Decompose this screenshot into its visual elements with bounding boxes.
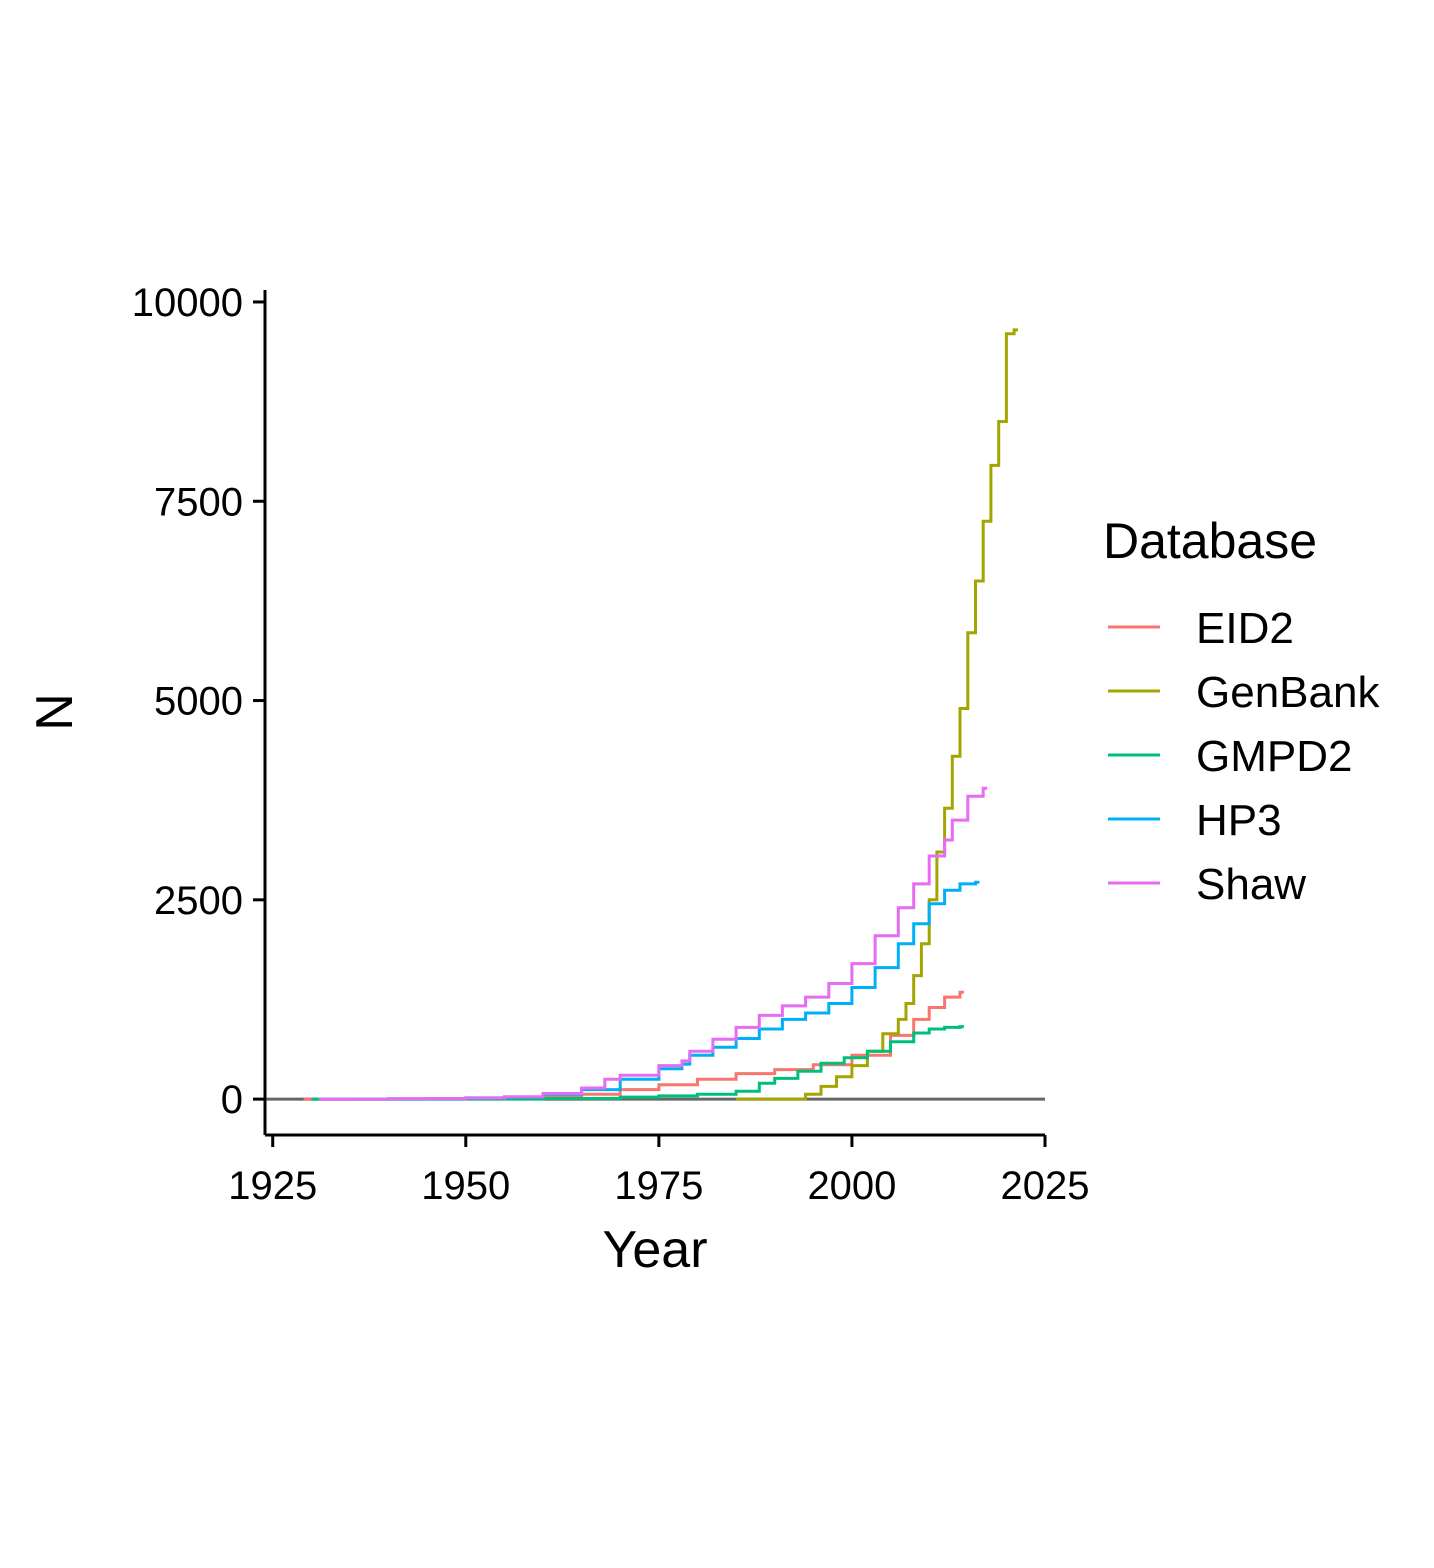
legend-label: GMPD2 — [1196, 732, 1352, 781]
legend-label: GenBank — [1196, 668, 1380, 717]
y-axis-title: N — [26, 693, 84, 731]
x-tick-label: 1975 — [614, 1164, 703, 1208]
y-tick-label: 10000 — [132, 281, 243, 325]
series-line-genbank — [736, 328, 1018, 1101]
y-tick-label: 0 — [221, 1078, 243, 1122]
y-tick-label: 5000 — [154, 680, 243, 724]
series-line-eid2 — [303, 990, 964, 1101]
plot-area — [265, 328, 1045, 1101]
x-tick-label: 1925 — [228, 1164, 317, 1208]
legend-label: HP3 — [1196, 796, 1282, 845]
x-tick-label: 2025 — [1001, 1164, 1090, 1208]
legend: Database EID2 GenBank GMPD2 HP3 Shaw — [1103, 513, 1380, 909]
axes: 0 2500 5000 7500 10000 1925 1950 1975 2000 2025 — [132, 281, 1090, 1208]
legend-item-genbank: GenBank — [1108, 668, 1380, 717]
legend-label: EID2 — [1196, 604, 1294, 653]
y-tick-label: 7500 — [154, 480, 243, 524]
legend-item-shaw: Shaw — [1108, 860, 1306, 909]
legend-item-eid2: EID2 — [1108, 604, 1294, 653]
series-line-gmpd2 — [311, 1025, 964, 1101]
y-tick-label: 2500 — [154, 879, 243, 923]
series-line-hp3 — [319, 880, 980, 1101]
legend-title: Database — [1103, 513, 1317, 569]
x-tick-label: 2000 — [807, 1164, 896, 1208]
legend-items: EID2 GenBank GMPD2 HP3 Shaw — [1108, 604, 1380, 909]
x-axis-title: Year — [602, 1221, 707, 1279]
series-line-shaw — [319, 786, 988, 1101]
legend-label: Shaw — [1196, 860, 1306, 909]
x-tick-label: 1950 — [421, 1164, 510, 1208]
legend-item-gmpd2: GMPD2 — [1108, 732, 1352, 781]
legend-item-hp3: HP3 — [1108, 796, 1282, 845]
